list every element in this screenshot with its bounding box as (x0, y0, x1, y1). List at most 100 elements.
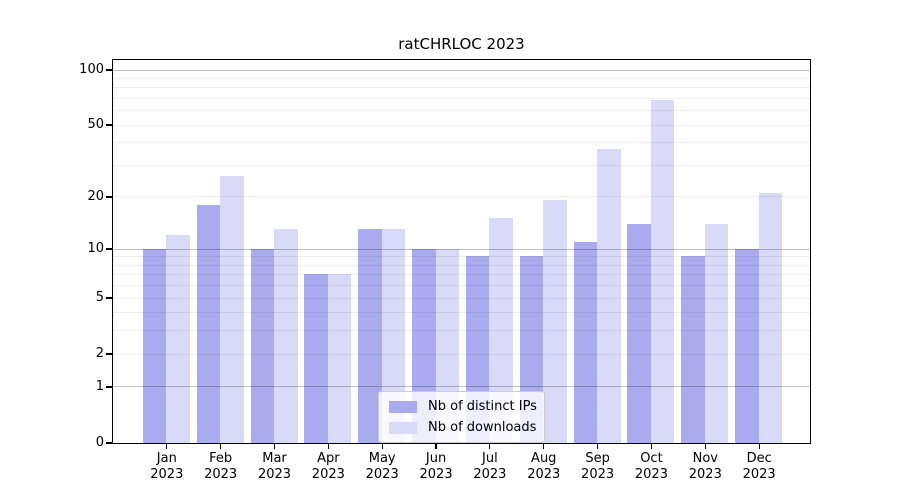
y-tick-10 (106, 248, 112, 250)
bar-downloads-may (381, 229, 406, 443)
gridline-4 (112, 312, 810, 314)
x-label-year-mar: 2023 (257, 467, 292, 482)
y-tick-label-20: 20 (87, 188, 104, 204)
bar-distinct-ips-nov (681, 256, 705, 443)
y-tick-50 (106, 124, 112, 126)
bar-downloads-dec (758, 192, 783, 443)
legend-label-downloads: Nb of downloads (428, 420, 537, 435)
x-label-month-apr: Apr (317, 451, 340, 466)
y-tick-100 (106, 69, 112, 71)
bar-distinct-ips-may (358, 229, 382, 443)
gridline-8 (112, 264, 810, 266)
x-tick-may (381, 444, 383, 449)
x-label-month-jan: Jan (156, 451, 177, 466)
x-label-year-jan: 2023 (150, 467, 184, 482)
gridline-100 (112, 69, 810, 71)
x-tick-nov (704, 444, 706, 449)
x-label-month-feb: Feb (209, 451, 233, 466)
y-tick-label-5: 5 (95, 290, 104, 306)
bar-distinct-ips-mar (250, 248, 274, 443)
x-label-year-apr: 2023 (311, 467, 345, 482)
x-tick-jul (489, 444, 491, 449)
x-tick-jan (166, 444, 168, 449)
gridline-7 (112, 274, 810, 276)
bar-distinct-ips-feb (196, 204, 221, 443)
bar-downloads-oct (650, 100, 675, 443)
x-label-year-aug: 2023 (527, 467, 561, 482)
bar-downloads-mar (274, 229, 298, 443)
bar-downloads-nov (704, 223, 729, 443)
gridline-2 (112, 353, 810, 355)
x-tick-apr (327, 444, 329, 449)
x-label-month-sep: Sep (585, 451, 610, 466)
bar-downloads-jan (166, 235, 190, 443)
gridline-40 (112, 142, 810, 144)
y-tick-2 (106, 353, 112, 355)
gridline-70 (112, 97, 810, 99)
y-tick-0 (106, 442, 112, 444)
plot-area (111, 58, 811, 444)
y-tick-1 (106, 386, 112, 388)
bar-downloads-jul (489, 218, 513, 443)
gridline-50 (112, 124, 810, 126)
x-label-month-jun: Jun (425, 451, 447, 466)
gridline-10 (112, 248, 810, 250)
y-tick-label-1: 1 (95, 378, 104, 394)
chart-title: ratCHRLOC 2023 (398, 35, 525, 53)
legend-swatch-distinct-ips (389, 400, 417, 413)
gridline-60 (112, 110, 810, 112)
legend: Nb of distinct IPs Nb of downloads (378, 391, 545, 443)
bar-distinct-ips-dec (735, 248, 759, 443)
legend-swatch-downloads (389, 421, 417, 434)
gridline-20 (112, 196, 810, 198)
x-tick-feb (220, 444, 222, 449)
legend-item-distinct-ips: Nb of distinct IPs (387, 396, 537, 417)
x-label-month-aug: Aug (531, 451, 557, 466)
x-tick-sep (597, 444, 599, 449)
y-tick-label-2: 2 (95, 346, 104, 362)
bar-distinct-ips-jan (142, 248, 167, 443)
x-label-year-feb: 2023 (204, 467, 238, 482)
gridline-9 (112, 256, 810, 258)
gridline-6 (112, 285, 810, 287)
bar-downloads-sep (597, 148, 621, 443)
gridline-5 (112, 297, 810, 299)
bar-downloads-feb (220, 176, 244, 443)
gridline-3 (112, 330, 810, 332)
y-tick-label-10: 10 (87, 241, 104, 257)
x-tick-dec (758, 444, 760, 449)
x-label-month-oct: Oct (640, 451, 663, 466)
x-tick-jun (435, 444, 437, 449)
x-label-month-jul: Jul (482, 451, 498, 466)
y-tick-label-50: 50 (87, 117, 104, 133)
x-tick-oct (650, 444, 653, 449)
x-label-year-jun: 2023 (419, 467, 453, 482)
y-tick-label-100: 100 (79, 62, 104, 77)
x-label-year-may: 2023 (365, 467, 399, 482)
x-label-year-sep: 2023 (581, 467, 615, 482)
bar-distinct-ips-sep (573, 241, 598, 443)
y-tick-label-0: 0 (95, 435, 104, 450)
x-tick-aug (543, 444, 545, 449)
x-label-month-mar: Mar (262, 451, 287, 466)
gridline-1 (112, 386, 810, 388)
x-label-month-dec: Dec (746, 451, 772, 466)
bar-downloads-apr (327, 274, 352, 443)
bar-distinct-ips-oct (627, 223, 651, 443)
gridline-80 (112, 87, 810, 89)
legend-label-distinct-ips: Nb of distinct IPs (428, 399, 537, 414)
x-label-year-nov: 2023 (688, 467, 722, 482)
gridline-90 (112, 77, 810, 79)
bar-distinct-ips-apr (304, 274, 328, 443)
x-tick-mar (273, 444, 276, 449)
x-label-year-jul: 2023 (473, 467, 507, 482)
x-label-year-dec: 2023 (742, 467, 776, 482)
y-tick-20 (106, 196, 112, 198)
legend-item-downloads: Nb of downloads (387, 417, 536, 438)
x-label-month-may: May (368, 451, 396, 466)
x-label-month-nov: Nov (692, 451, 718, 466)
bar-downloads-aug (543, 200, 567, 443)
x-label-year-oct: 2023 (634, 467, 668, 482)
gridline-30 (112, 164, 810, 166)
